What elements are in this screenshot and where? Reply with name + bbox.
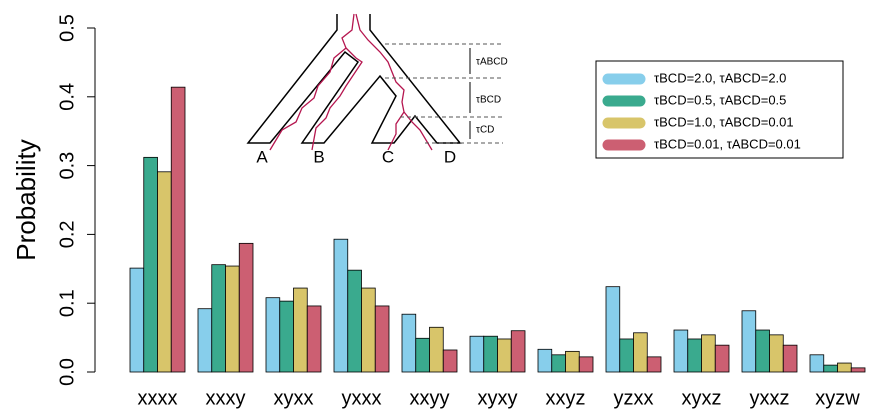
inset-label: τBCD (476, 95, 501, 106)
bar (483, 335, 498, 373)
bar (701, 334, 716, 373)
bar (605, 286, 621, 373)
legend-label: τBCD=2.0, τABCD=2.0 (654, 70, 786, 85)
bar (537, 348, 553, 373)
bar (687, 338, 702, 373)
bar (415, 337, 430, 373)
inset-label: C (382, 147, 394, 166)
bar (850, 367, 866, 373)
x-tick-label: yxxx (342, 387, 382, 409)
bar (769, 334, 784, 373)
inset-label: τCD (476, 125, 494, 136)
bar (170, 86, 186, 373)
x-tick-label: xxyy (410, 387, 450, 409)
bar (578, 356, 594, 373)
y-tick-label: 0.5 (56, 14, 78, 42)
bar (333, 238, 349, 373)
bar (837, 362, 852, 373)
x-tick-label: xyxz (682, 387, 722, 409)
bar (374, 305, 390, 373)
inset-tree (246, 14, 462, 144)
bar (741, 310, 757, 373)
tau-guides (385, 43, 503, 144)
y-tick-label: 0.0 (56, 358, 78, 386)
bar (755, 329, 770, 373)
x-tick-label: xxxy (206, 387, 246, 409)
bar (565, 350, 580, 373)
bar (673, 329, 689, 373)
bar (823, 364, 838, 373)
inset-label: τABCD (476, 57, 508, 68)
bar (211, 264, 226, 373)
x-tick-label: yzxx (614, 387, 654, 409)
bar (279, 300, 294, 373)
bar (238, 242, 254, 373)
legend-label: τBCD=0.01, τABCD=0.01 (654, 136, 801, 151)
bar (782, 344, 798, 373)
bar (401, 313, 417, 373)
y-tick-label: 0.3 (56, 152, 78, 180)
x-tick-label: xyxy (478, 387, 518, 409)
x-tick-label: xyxx (274, 387, 314, 409)
x-tick-label: yxxz (750, 387, 790, 409)
bar (225, 265, 240, 373)
bar (633, 332, 648, 373)
bar (129, 267, 145, 373)
gene-tree (269, 13, 433, 151)
y-tick-label: 0.4 (56, 83, 78, 111)
inset-label: B (313, 147, 324, 166)
bar (714, 344, 730, 373)
bar (361, 287, 376, 373)
bar (469, 335, 485, 373)
bar (197, 308, 213, 373)
bar (143, 156, 158, 373)
y-axis-title: Probability (11, 139, 41, 260)
bar (265, 297, 281, 373)
bar (442, 349, 458, 373)
inset-label: D (444, 147, 456, 166)
bar (429, 326, 444, 373)
bar (347, 269, 362, 373)
bar (306, 305, 322, 373)
x-tick-label: xxyz (546, 387, 586, 409)
bar (510, 330, 526, 373)
legend-label: τBCD=0.5, τABCD=0.5 (654, 92, 786, 107)
bar (619, 338, 634, 373)
y-tick-label: 0.1 (56, 289, 78, 317)
bar (551, 354, 566, 373)
legend-label: τBCD=1.0, τABCD=0.01 (654, 114, 794, 129)
x-tick-label: xxxx (138, 387, 178, 409)
bar (293, 287, 308, 373)
bar (157, 171, 172, 373)
inset-label: A (256, 147, 268, 166)
bar (497, 338, 512, 373)
bar (646, 356, 662, 373)
legend-box (595, 60, 844, 159)
bar (809, 354, 825, 373)
x-tick-label: xyzw (815, 387, 860, 409)
y-tick-label: 0.2 (56, 220, 78, 248)
